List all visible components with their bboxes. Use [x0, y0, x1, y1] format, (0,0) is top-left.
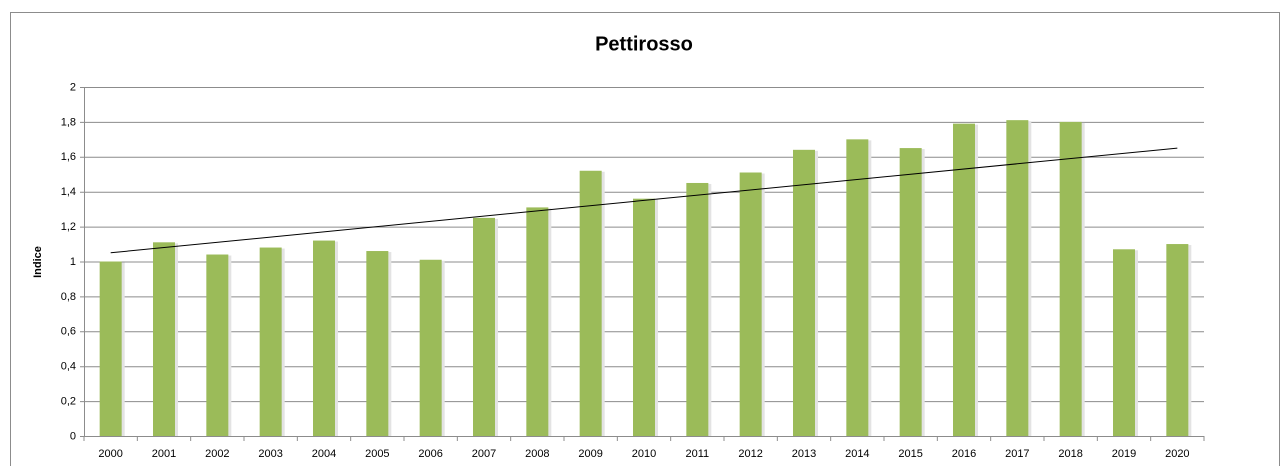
x-tick-label: 2002 [205, 448, 229, 460]
x-tick-label: 2013 [792, 448, 816, 460]
x-tick-label: 2012 [738, 448, 762, 460]
bar [846, 139, 869, 436]
y-tick-label: 0,8 [61, 291, 76, 303]
x-tick-label: 2014 [845, 448, 869, 460]
bar [1006, 120, 1029, 436]
x-tick-label: 2011 [686, 448, 710, 460]
y-tick-label: 1,4 [61, 186, 76, 198]
bar [739, 172, 762, 436]
bar [259, 247, 282, 436]
y-tick-label: 0,4 [61, 361, 76, 373]
x-tick-label: 2019 [1112, 448, 1136, 460]
x-tick-label: 2006 [418, 448, 442, 460]
x-tick-label: 2000 [98, 448, 122, 460]
y-axis-label: Indice [32, 246, 44, 278]
y-tick-label: 1,2 [61, 221, 76, 233]
bar [1113, 249, 1135, 436]
x-tick-label: 2016 [952, 448, 976, 460]
x-tick-label: 2018 [1058, 448, 1082, 460]
trendline [110, 147, 1178, 254]
x-tick-label: 2015 [898, 448, 922, 460]
x-tick-label: 2007 [472, 448, 496, 460]
bar [366, 251, 389, 436]
bar [419, 259, 442, 436]
bar [153, 242, 175, 436]
x-tick-label: 2004 [312, 448, 336, 460]
y-tick-label: 0,2 [61, 396, 76, 408]
bar [1166, 244, 1189, 436]
chart-title: Pettirosso [595, 33, 693, 55]
y-tick-label: 0 [70, 430, 76, 442]
y-tick-label: 1 [70, 256, 76, 268]
bar [1059, 121, 1082, 437]
bar [793, 149, 815, 436]
bar [473, 217, 495, 436]
x-tick-label: 2009 [578, 448, 602, 460]
y-tick-label: 0,6 [61, 326, 76, 338]
bar [899, 148, 922, 436]
bar [313, 240, 335, 436]
x-tick-label: 2003 [258, 448, 282, 460]
x-tick-label: 2010 [632, 448, 656, 460]
bar [953, 123, 975, 437]
y-tick-label: 1,6 [61, 151, 76, 163]
x-tick-label: 2017 [1005, 448, 1029, 460]
x-tick-label: 2005 [365, 448, 389, 460]
bar [633, 198, 655, 436]
bar [206, 254, 229, 436]
bar [526, 207, 549, 436]
bar [99, 261, 122, 436]
bar [579, 170, 602, 436]
x-tick-label: 2020 [1165, 448, 1189, 460]
x-tick-label: 2001 [152, 448, 176, 460]
bar [686, 182, 709, 436]
y-tick-label: 1,8 [61, 116, 76, 128]
y-tick-label: 2 [70, 81, 76, 93]
x-tick-label: 2008 [525, 448, 549, 460]
